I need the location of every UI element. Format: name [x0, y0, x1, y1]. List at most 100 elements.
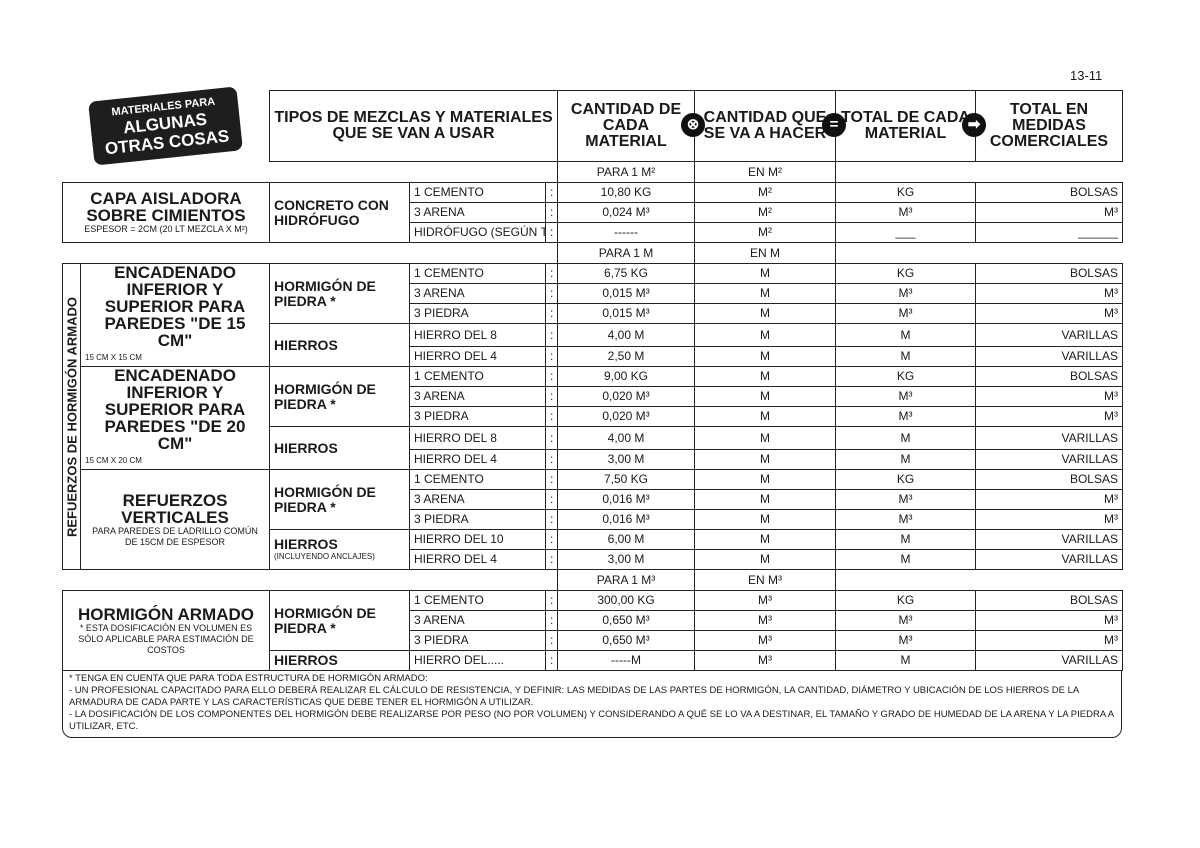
quantity-to-make-unit: M: [694, 406, 836, 427]
table-row: HIDRÓFUGO (SEGÚN TIPO)::------M²________…: [63, 222, 1123, 243]
block-note: * ESTA DOSIFICACIÓN EN VOLUMEN ES SÓLO A…: [78, 622, 254, 655]
quantity: 2,50 M: [557, 346, 695, 367]
total-unit: M³: [835, 630, 976, 651]
colon: :: [545, 283, 558, 304]
total-unit: KG: [835, 182, 976, 203]
colon: :: [545, 202, 558, 223]
vertical-label: REFUERZOS DE HORMIGÓN ARMADO: [64, 296, 79, 537]
commercial-unit: BOLSAS: [975, 590, 1123, 611]
mix-type-cell: HORMIGÓN DE PIEDRA *: [269, 263, 410, 324]
quantity-to-make-unit: M: [694, 323, 836, 347]
arrow-right-icon: ➡: [962, 113, 986, 137]
colon: :: [545, 366, 558, 387]
table-row: REFUERZOS VERTICALES PARA PAREDES DE LADR…: [63, 469, 1123, 570]
material: 3 ARENA: [409, 610, 546, 631]
material: HIERRO DEL 10: [409, 529, 546, 550]
page-number: 13-11: [1070, 68, 1103, 83]
commercial-unit: VARILLAS: [975, 549, 1123, 570]
header-row: MATERIALES PARA ALGUNAS OTRAS COSAS TIPO…: [63, 86, 1123, 166]
header-hacer: ⊗ CANTIDAD QUE SE VA A HACER: [681, 90, 836, 162]
quantity-to-make-unit: M: [694, 489, 836, 510]
para-label: PARA 1 M: [557, 242, 695, 264]
note-line: - LA DOSIFICACIÓN DE LOS COMPONENTES DEL…: [69, 709, 1114, 732]
quantity-to-make-unit: M³: [694, 650, 836, 671]
en-label: EN M³: [694, 569, 836, 591]
total-unit: M: [835, 426, 976, 450]
mix-type-sub: (INCLUYENDO ANCLAJES): [274, 552, 375, 561]
materials-table-sheet: MATERIALES PARA ALGUNAS OTRAS COSAS TIPO…: [62, 86, 1123, 738]
colon: :: [545, 630, 558, 651]
commercial-unit: M³: [975, 489, 1123, 510]
para-label: PARA 1 M²: [557, 161, 695, 183]
quantity-to-make-unit: M: [694, 283, 836, 304]
material: 3 PIEDRA: [409, 630, 546, 651]
colon: :: [545, 529, 558, 550]
quantity-to-make-unit: M: [694, 509, 836, 530]
quantity: 0,650 M³: [557, 610, 695, 631]
blank: [63, 570, 558, 591]
commercial-unit: M³: [975, 509, 1123, 530]
quantity: 10,80 KG: [557, 182, 695, 203]
total-unit: KG: [835, 366, 976, 387]
mix-type-cell: HORMIGÓN DE PIEDRA *: [269, 366, 410, 427]
table-row: HORMIGÓN ARMADO * ESTA DOSIFICACIÓN EN VO…: [62, 590, 1123, 671]
material: 1 CEMENTO: [409, 366, 546, 387]
title-badge: MATERIALES PARA ALGUNAS OTRAS COSAS: [88, 86, 244, 166]
material: 3 ARENA: [409, 489, 546, 510]
quantity-to-make-unit: M³: [694, 610, 836, 631]
mix-type: HIERROS: [274, 439, 338, 456]
quantity-to-make-unit: M: [694, 529, 836, 550]
mix-type-cell: HIERROS (INCLUYENDO ANCLAJES): [269, 529, 410, 570]
colon: :: [545, 650, 558, 671]
materials-table: MATERIALES PARA ALGUNAS OTRAS COSAS TIPO…: [62, 86, 1123, 671]
table-row: 3 ARENA:0,020 M³ M M³ M³: [63, 386, 1123, 407]
quantity: 3,00 M: [557, 449, 695, 470]
quantity-to-make-unit: M²: [694, 182, 836, 203]
quantity-to-make-unit: M: [694, 426, 836, 450]
quantity: 0,015 M³: [557, 283, 695, 304]
commercial-unit: M³: [975, 630, 1123, 651]
total-unit: KG: [835, 590, 976, 611]
commercial-unit: ______: [975, 222, 1123, 243]
table-row: HIERRO DEL 4:3,00 M M M VARILLAS: [63, 549, 1123, 570]
para-label: PARA 1 M³: [557, 569, 695, 591]
quantity-to-make-unit: M³: [694, 590, 836, 611]
colon: :: [545, 610, 558, 631]
quantity-to-make-unit: M: [694, 303, 836, 324]
quantity: 0,024 M³: [557, 202, 695, 223]
mix-type: HIERROS: [274, 336, 338, 353]
note-line: - UN PROFESIONAL CAPACITADO PARA ELLO DE…: [69, 685, 1079, 708]
quantity: 0,015 M³: [557, 303, 695, 324]
block-title-cell: ENCADENADO INFERIOR Y SUPERIOR PARA PARE…: [80, 263, 270, 367]
quantity-to-make-unit: M³: [694, 630, 836, 651]
blank: [63, 243, 558, 264]
material: HIDRÓFUGO (SEGÚN TIPO):: [409, 222, 546, 243]
total-unit: M³: [835, 386, 976, 407]
mix-type-cell: HIERROS: [269, 650, 410, 671]
mix-type: HORMIGÓN DE PIEDRA *: [274, 277, 376, 309]
para-row: PARA 1 M² EN M²: [63, 161, 1123, 183]
table-row: CAPA AISLADORA SOBRE CIMIENTOS ESPESOR = …: [62, 182, 1123, 243]
total-unit: M: [835, 529, 976, 550]
para-row: PARA 1 M³ EN M³: [63, 569, 1123, 591]
block-note: PARA PAREDES DE LADRILLO COMÚN DE 15cm D…: [92, 525, 258, 547]
quantity: -----M: [557, 650, 695, 671]
quantity: 6,00 M: [557, 529, 695, 550]
header-total-label: TOTAL DE CADA MATERIAL: [841, 109, 970, 142]
quantity: 4,00 M: [557, 426, 695, 450]
colon: :: [545, 182, 558, 203]
commercial-unit: BOLSAS: [975, 182, 1123, 203]
quantity-to-make-unit: M²: [694, 202, 836, 223]
material: 3 ARENA: [409, 283, 546, 304]
block-title: ENCADENADO INFERIOR Y SUPERIOR PARA PARE…: [104, 263, 246, 350]
para-row: PARA 1 M EN M: [63, 242, 1123, 264]
quantity-to-make-unit: M: [694, 386, 836, 407]
commercial-unit: BOLSAS: [975, 366, 1123, 387]
mix-type-cell: HORMIGÓN DE PIEDRA *: [269, 469, 410, 530]
quantity: 300,00 KG: [557, 590, 695, 611]
block-title: ENCADENADO INFERIOR Y SUPERIOR PARA PARE…: [104, 366, 246, 453]
commercial-unit: VARILLAS: [975, 426, 1123, 450]
quantity: 7,50 KG: [557, 469, 695, 490]
en-label: EN M²: [694, 161, 836, 183]
material: 3 PIEDRA: [409, 406, 546, 427]
